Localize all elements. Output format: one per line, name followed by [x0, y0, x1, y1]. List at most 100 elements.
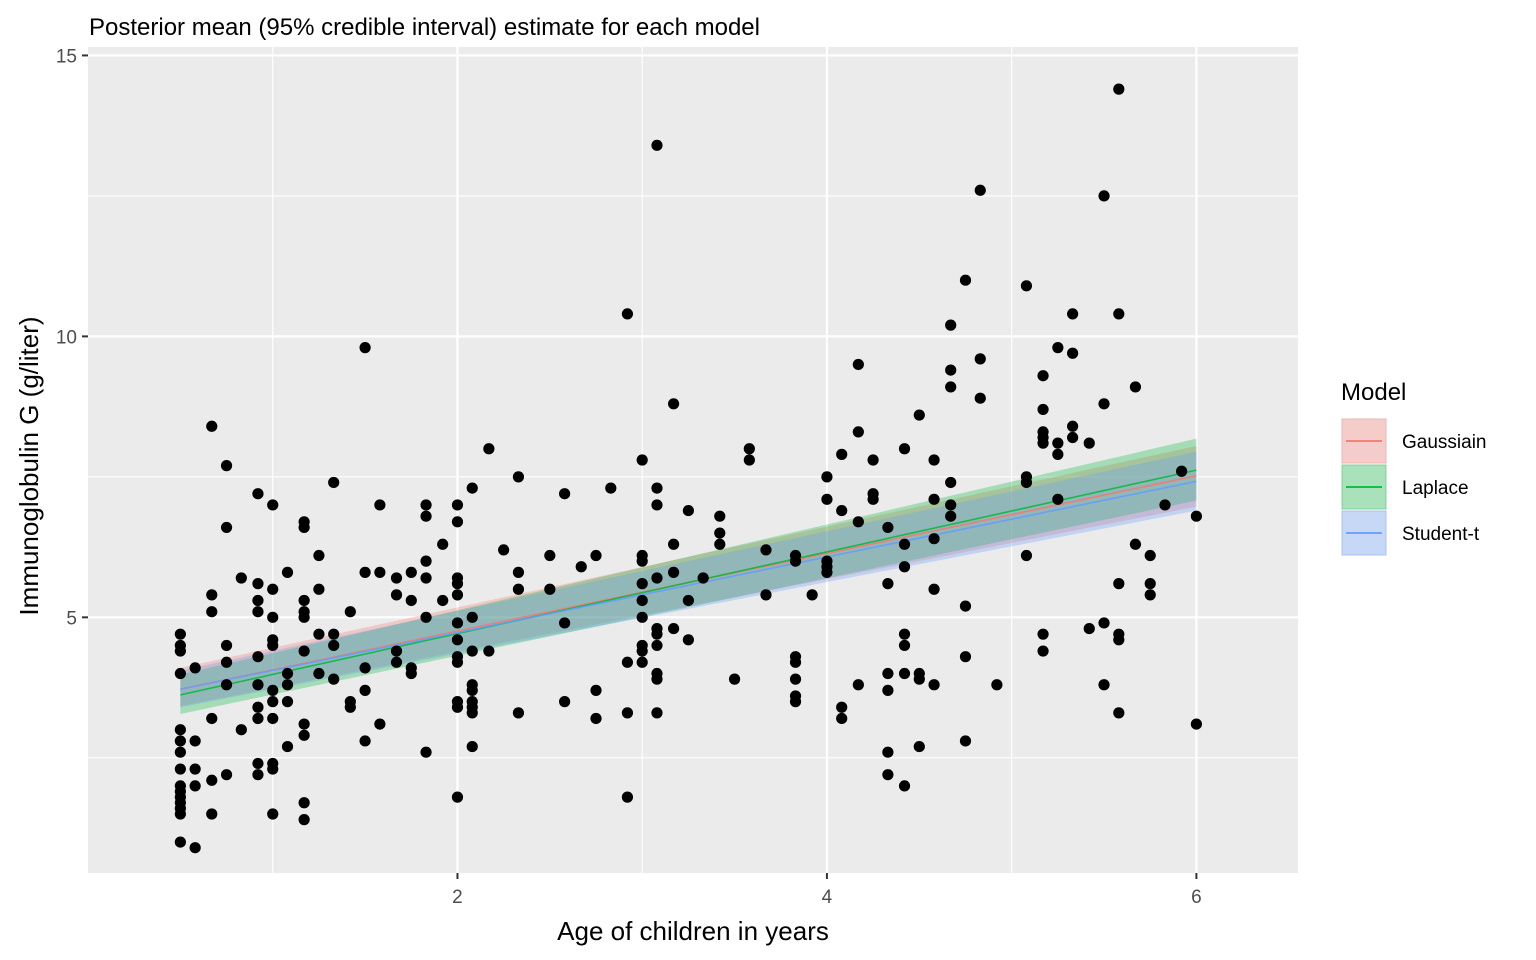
data-point: [420, 510, 432, 522]
data-point: [959, 735, 972, 747]
data-point: [344, 701, 356, 713]
data-point: [1144, 589, 1156, 601]
legend-label-student-t: Student-t: [1402, 524, 1480, 545]
data-point: [512, 707, 525, 719]
data-point: [466, 684, 478, 696]
data-point: [512, 583, 525, 595]
data-point: [651, 707, 663, 719]
data-point: [605, 482, 617, 494]
data-point: [1113, 707, 1125, 719]
data-point: [852, 679, 864, 691]
data-point: [1067, 347, 1079, 359]
data-point: [328, 639, 340, 652]
data-point: [559, 696, 571, 708]
data-point: [636, 645, 648, 657]
y-axis-title: Immunoglobulin G (g/liter): [14, 316, 44, 615]
data-point: [882, 769, 894, 781]
data-point: [898, 538, 911, 550]
data-point: [298, 611, 310, 623]
data-point: [1037, 628, 1049, 640]
data-point: [898, 443, 911, 455]
data-point: [1067, 420, 1079, 432]
data-points: [174, 83, 1202, 854]
x-tick-label: 2: [452, 887, 463, 908]
data-point: [267, 696, 279, 708]
data-point: [621, 308, 634, 320]
data-point: [743, 454, 755, 466]
data-point: [898, 639, 911, 652]
data-point: [298, 521, 310, 534]
data-point: [437, 538, 449, 550]
data-point: [420, 499, 432, 511]
data-point: [1083, 622, 1095, 635]
data-point: [928, 493, 940, 505]
data-point: [959, 600, 972, 612]
data-point: [189, 763, 201, 775]
data-point: [945, 319, 957, 331]
data-point: [1113, 83, 1125, 95]
data-point: [174, 667, 186, 680]
data-point: [220, 521, 233, 534]
data-point: [174, 836, 186, 848]
data-point: [359, 342, 371, 354]
band-gaussiain: [180, 445, 1197, 707]
data-point: [374, 718, 386, 730]
data-point: [636, 656, 648, 668]
data-point: [267, 499, 279, 511]
data-point: [867, 493, 879, 505]
data-point: [220, 656, 233, 668]
x-axis-title: Age of children in years: [557, 916, 829, 946]
data-point: [882, 746, 894, 758]
data-point: [359, 684, 371, 696]
data-point: [621, 791, 634, 803]
data-point: [1052, 493, 1064, 505]
data-point: [483, 443, 495, 455]
data-point: [420, 746, 432, 758]
line-student-t: [180, 480, 1197, 691]
data-point: [451, 791, 464, 803]
data-point: [544, 583, 556, 595]
data-point: [651, 639, 663, 652]
data-point: [836, 701, 848, 713]
data-point: [206, 808, 218, 820]
data-point: [682, 634, 694, 646]
data-point: [298, 645, 310, 657]
data-point: [682, 594, 694, 607]
data-point: [760, 544, 772, 556]
data-point: [466, 482, 478, 494]
data-point: [359, 735, 371, 747]
data-point: [512, 566, 525, 578]
data-point: [483, 645, 495, 657]
data-point: [1037, 437, 1049, 449]
data-point: [668, 566, 680, 578]
data-point: [174, 808, 186, 820]
data-point: [714, 527, 726, 539]
data-point: [1052, 448, 1064, 460]
data-point: [1113, 578, 1125, 590]
data-point: [836, 504, 848, 517]
data-point: [437, 594, 449, 607]
data-point: [451, 617, 464, 629]
data-point: [928, 583, 940, 595]
data-point: [651, 499, 663, 511]
data-point: [898, 780, 911, 792]
data-point: [913, 740, 925, 753]
data-point: [945, 510, 957, 522]
y-tick-label: 5: [66, 608, 77, 629]
data-point: [252, 488, 264, 500]
x-axis: 2 4 6: [452, 873, 1202, 908]
data-point: [1067, 431, 1079, 444]
data-point: [590, 684, 602, 696]
data-point: [1113, 308, 1125, 320]
data-point: [882, 578, 894, 590]
data-point: [267, 583, 279, 595]
data-point: [174, 735, 186, 747]
data-point: [852, 426, 864, 438]
data-point: [252, 701, 264, 713]
data-point: [252, 769, 264, 781]
y-tick-label: 10: [56, 327, 77, 348]
data-point: [1037, 403, 1049, 416]
data-point: [714, 510, 726, 522]
data-point: [390, 645, 403, 657]
data-point: [636, 611, 648, 623]
